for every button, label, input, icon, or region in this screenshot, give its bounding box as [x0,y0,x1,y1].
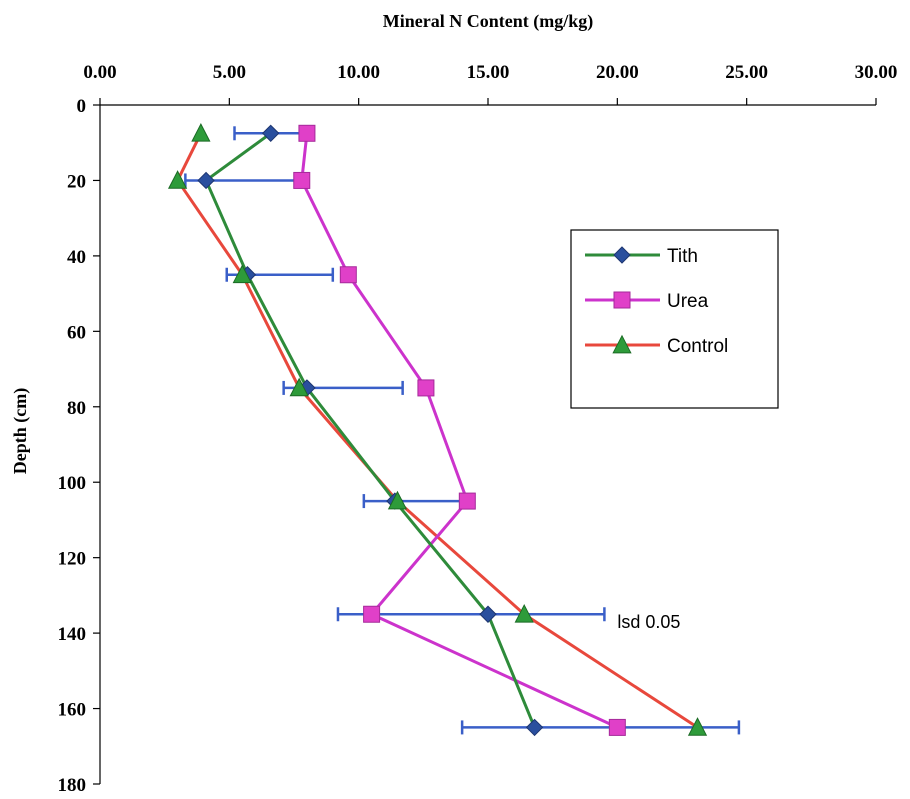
y-tick-label: 0 [77,96,87,117]
y-tick-label: 20 [67,171,86,192]
x-tick-label: 5.00 [213,62,246,83]
y-tick-label: 100 [58,473,87,494]
annotations: lsd 0.05 [617,612,680,632]
y-tick-label: 160 [58,700,87,721]
data-point-urea [298,124,316,142]
y-tick-label: 180 [58,775,87,796]
data-point-control [514,603,534,623]
x-tick-label: 25.00 [725,62,768,83]
data-point-tith [197,171,215,190]
data-point-tith [262,124,280,142]
data-point-urea [339,266,357,284]
legend-label-urea: Urea [667,291,709,312]
data-point-control [232,264,252,284]
data-point-control [289,377,309,397]
series-line-control [176,132,699,729]
data-point-urea [458,492,476,510]
x-axis-title: Mineral N Content (mg/kg) [383,11,593,32]
x-tick-label: 20.00 [596,62,639,83]
data-point-tith [525,718,544,737]
data-point-urea [363,605,381,623]
data-point-control [191,123,211,142]
data-point-control [167,170,188,189]
legend-box [570,229,779,409]
series-line-tith [204,132,536,728]
legend-marker-control [612,334,632,354]
series-line-urea [300,133,618,729]
y-tick-label: 60 [67,322,86,343]
data-point-tith [479,605,497,623]
y-tick-label: 120 [58,549,87,570]
axes: 0.00 5.00 10.00 15.00 20.00 25.00 30.00 0 20 40 60… [10,11,897,796]
legend-label-tith: Tith [667,246,698,267]
error-bars [184,126,741,735]
data-point-urea [417,379,435,397]
x-tick-label: 15.00 [467,62,510,83]
lsd-annotation: lsd 0.05 [617,612,680,632]
x-tick-label: 10.00 [337,62,380,83]
y-axis-title: Depth (cm) [10,388,31,474]
y-tick-label: 40 [67,247,86,268]
legend-marker-urea [613,291,631,309]
y-tick-label: 80 [67,398,86,419]
legend-label-control: Control [667,336,728,357]
series-markers [167,123,708,737]
data-point-control [387,490,408,510]
x-tick-label: 30.00 [855,62,898,83]
data-point-urea [608,718,626,736]
x-tick-label: 0.00 [83,62,116,83]
data-point-control [687,717,708,736]
legend: Tith Urea Control [570,229,779,409]
series-lines [176,132,699,729]
y-tick-label: 140 [58,624,87,645]
legend-marker-tith [613,246,631,264]
data-point-urea [293,171,311,189]
